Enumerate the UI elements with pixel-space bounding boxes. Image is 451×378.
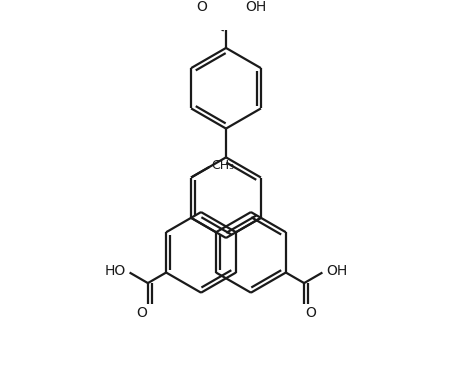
Text: O: O <box>304 306 315 320</box>
Text: OH: OH <box>245 0 266 14</box>
Text: O: O <box>196 0 207 14</box>
Text: OH: OH <box>326 263 347 277</box>
Text: HO: HO <box>104 263 125 277</box>
Text: O: O <box>136 306 147 320</box>
Text: CH₃: CH₃ <box>211 160 234 172</box>
